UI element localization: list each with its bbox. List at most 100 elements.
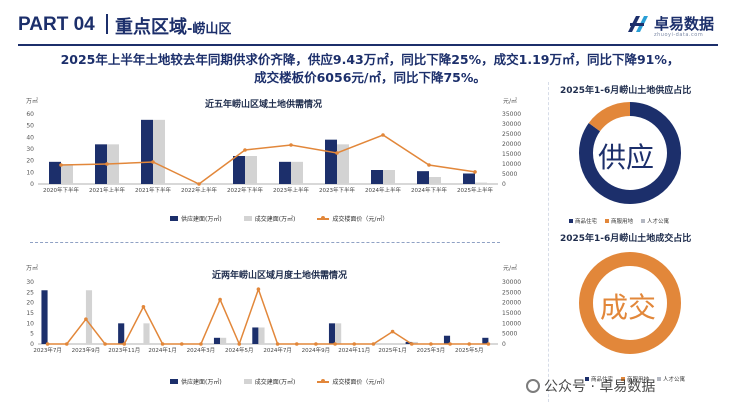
- column-divider: [548, 82, 549, 402]
- chart2-price-point: [352, 342, 357, 346]
- chart1-supply-bar: [233, 156, 245, 184]
- chart1-x-tick: 2021年上半年: [89, 186, 125, 194]
- pie1-legend-commercial-label: 商服用地: [611, 219, 634, 225]
- chart1-deal-bar: [61, 164, 73, 184]
- section-divider: [30, 242, 500, 243]
- headline-line-2: 成交楼板价6056元/㎡，同比下降75%。: [254, 70, 486, 85]
- pie2-legend-talent-label: 人才公寓: [663, 377, 686, 383]
- chart2-price-point: [429, 342, 433, 346]
- chart2-x-tick: 2023年7月: [33, 346, 62, 354]
- pie1-legend-residential-swatch: [569, 219, 573, 223]
- chart2-price-point: [179, 342, 184, 346]
- chart1-price-point: [289, 143, 293, 147]
- pie1-donut: [579, 102, 681, 204]
- chart1-right-tick: 0: [502, 181, 506, 188]
- chart2-price-point: [448, 342, 452, 346]
- chart2-deal-bar: [411, 341, 418, 344]
- chart2-price-point: [160, 342, 165, 346]
- chart2-x-tick: 2024年7月: [263, 346, 292, 354]
- pie1-slice: [579, 102, 681, 204]
- chart2-right-tick: 0: [502, 341, 506, 348]
- chart2-left-tick: 25: [26, 289, 34, 296]
- chart2-price-point: [199, 342, 203, 346]
- chart2-supply-bar: [405, 341, 412, 344]
- chart2-x-tick: 2025年3月: [417, 346, 446, 354]
- pie1-legend-talent: 人才公寓: [641, 217, 669, 225]
- chart2-deal-bar: [258, 327, 265, 344]
- chart2-price-point: [275, 342, 280, 346]
- chart2-x-tick: 2024年3月: [187, 346, 216, 354]
- pie1-legend-talent-label: 人才公寓: [647, 219, 670, 225]
- chart2-x-tick: 2024年1月: [148, 346, 177, 354]
- chart1-right-tick: 15000: [502, 151, 521, 158]
- chart2-deal-bar: [220, 337, 227, 344]
- chart1-left-tick: 40: [26, 134, 34, 141]
- pie2-legend-commercial-label: 商服用地: [627, 377, 650, 383]
- legend2-deal-label: 成交建面(万㎡): [254, 379, 296, 386]
- pie1-legend-commercial-swatch: [605, 219, 610, 223]
- legend2-supply-swatch: [170, 379, 178, 384]
- chart2-title: 近两年崂山区域月度土地供需情况: [212, 271, 348, 281]
- chart1-price-point: [381, 133, 385, 137]
- chart2-price-point: [467, 342, 472, 346]
- chart2-price-point: [333, 342, 337, 346]
- watermark: 公众号 · 卓易数据: [526, 376, 655, 396]
- chart2-x-tick: 2024年5月: [225, 346, 254, 354]
- pie2-legend-commercial-swatch: [621, 377, 626, 381]
- chart2-price-point: [84, 317, 88, 321]
- chart2-supply-bar: [328, 323, 336, 344]
- chart1-supply-bar: [463, 173, 475, 184]
- chart2-left-tick: 10: [26, 320, 34, 327]
- pie1-legend-residential-label: 商品住宅: [575, 219, 598, 225]
- chart2-supply-bar: [118, 323, 125, 344]
- pie2-legend-residential: 商品住宅: [585, 375, 613, 383]
- chart2-left-unit: 万㎡: [26, 265, 39, 272]
- pie1-title: 2025年1-6月崂山土地供应占比: [560, 86, 692, 96]
- title-main: 重点区域: [115, 17, 187, 38]
- logo-mark-icon: [628, 16, 648, 32]
- chart2-supply-bar: [482, 337, 489, 344]
- legend-deal-swatch: [243, 216, 252, 221]
- chart2-x-tick: 2025年1月: [378, 346, 407, 354]
- chart2-price-point: [390, 329, 395, 334]
- chart1-price-line: [60, 134, 476, 185]
- logo-name: 卓易数据: [654, 15, 715, 33]
- pie2-legend-residential-label: 商品住宅: [591, 377, 614, 383]
- legend2-supply-label: 供应建面(万㎡): [181, 379, 222, 386]
- chart1-supply-bar: [417, 171, 429, 184]
- headline: 2025年上半年土地较去年同期供求价齐降，供应9.43万㎡，同比下降25%，成交…: [14, 51, 726, 87]
- legend-deal-label: 成交建面(万㎡): [254, 216, 296, 223]
- chart1-deal-bar: [337, 144, 349, 184]
- chart2-right-tick: 20000: [502, 300, 521, 307]
- chart1-x-tick: 2020年下半年: [43, 186, 79, 194]
- pie2-center-label: 成交: [600, 291, 657, 324]
- chart1-left-tick: 10: [26, 169, 34, 176]
- chart1-x-tick: 2022年下半年: [227, 186, 263, 194]
- pie2-legend-talent: 人才公寓: [657, 375, 685, 383]
- legend-supply: 供应建面(万㎡): [170, 214, 222, 223]
- chart2-supply-bar: [41, 290, 48, 344]
- chart2-monthly: 0 5 10 15 20 25 30 0 5000 10000 15000 20000 25000 300…: [26, 279, 521, 354]
- chart1-right-unit: 元/㎡: [503, 98, 518, 105]
- pie2-title: 2025年1-6月崂山土地成交占比: [560, 234, 692, 244]
- chart1-x-tick: 2024年上半年: [365, 186, 401, 194]
- chart1-x-tick: 2023年上半年: [273, 186, 309, 194]
- chart2-supply-bar: [252, 327, 259, 344]
- part-label: PART 04: [18, 14, 95, 35]
- chart1-price-point: [105, 162, 109, 166]
- chart1-x-tick: 2021年下半年: [135, 186, 171, 194]
- chart1-price-point: [335, 151, 339, 155]
- chart2-x-tick: 2025年5月: [455, 346, 484, 354]
- chart1-supply-demand: 0 10 20 30 40 50 60 0 5000 10000 15000 20000 25000 30…: [26, 111, 521, 194]
- chart1-supply-bar: [371, 170, 383, 184]
- chart2-price-point: [314, 342, 318, 346]
- chart2-right-unit: 元/㎡: [503, 265, 518, 272]
- chart1-deal-bar: [429, 177, 441, 184]
- chart2-right-tick: 30000: [502, 279, 521, 286]
- chart1-supply-bar: [141, 119, 153, 184]
- legend-deal: 成交建面(万㎡): [243, 214, 296, 223]
- chart1-price-point: [59, 163, 63, 167]
- chart1-left-tick: 30: [26, 146, 34, 153]
- chart2-left-tick: 30: [26, 279, 34, 286]
- brand-logo: 卓易数据 zhuoyi-data.com: [626, 10, 722, 40]
